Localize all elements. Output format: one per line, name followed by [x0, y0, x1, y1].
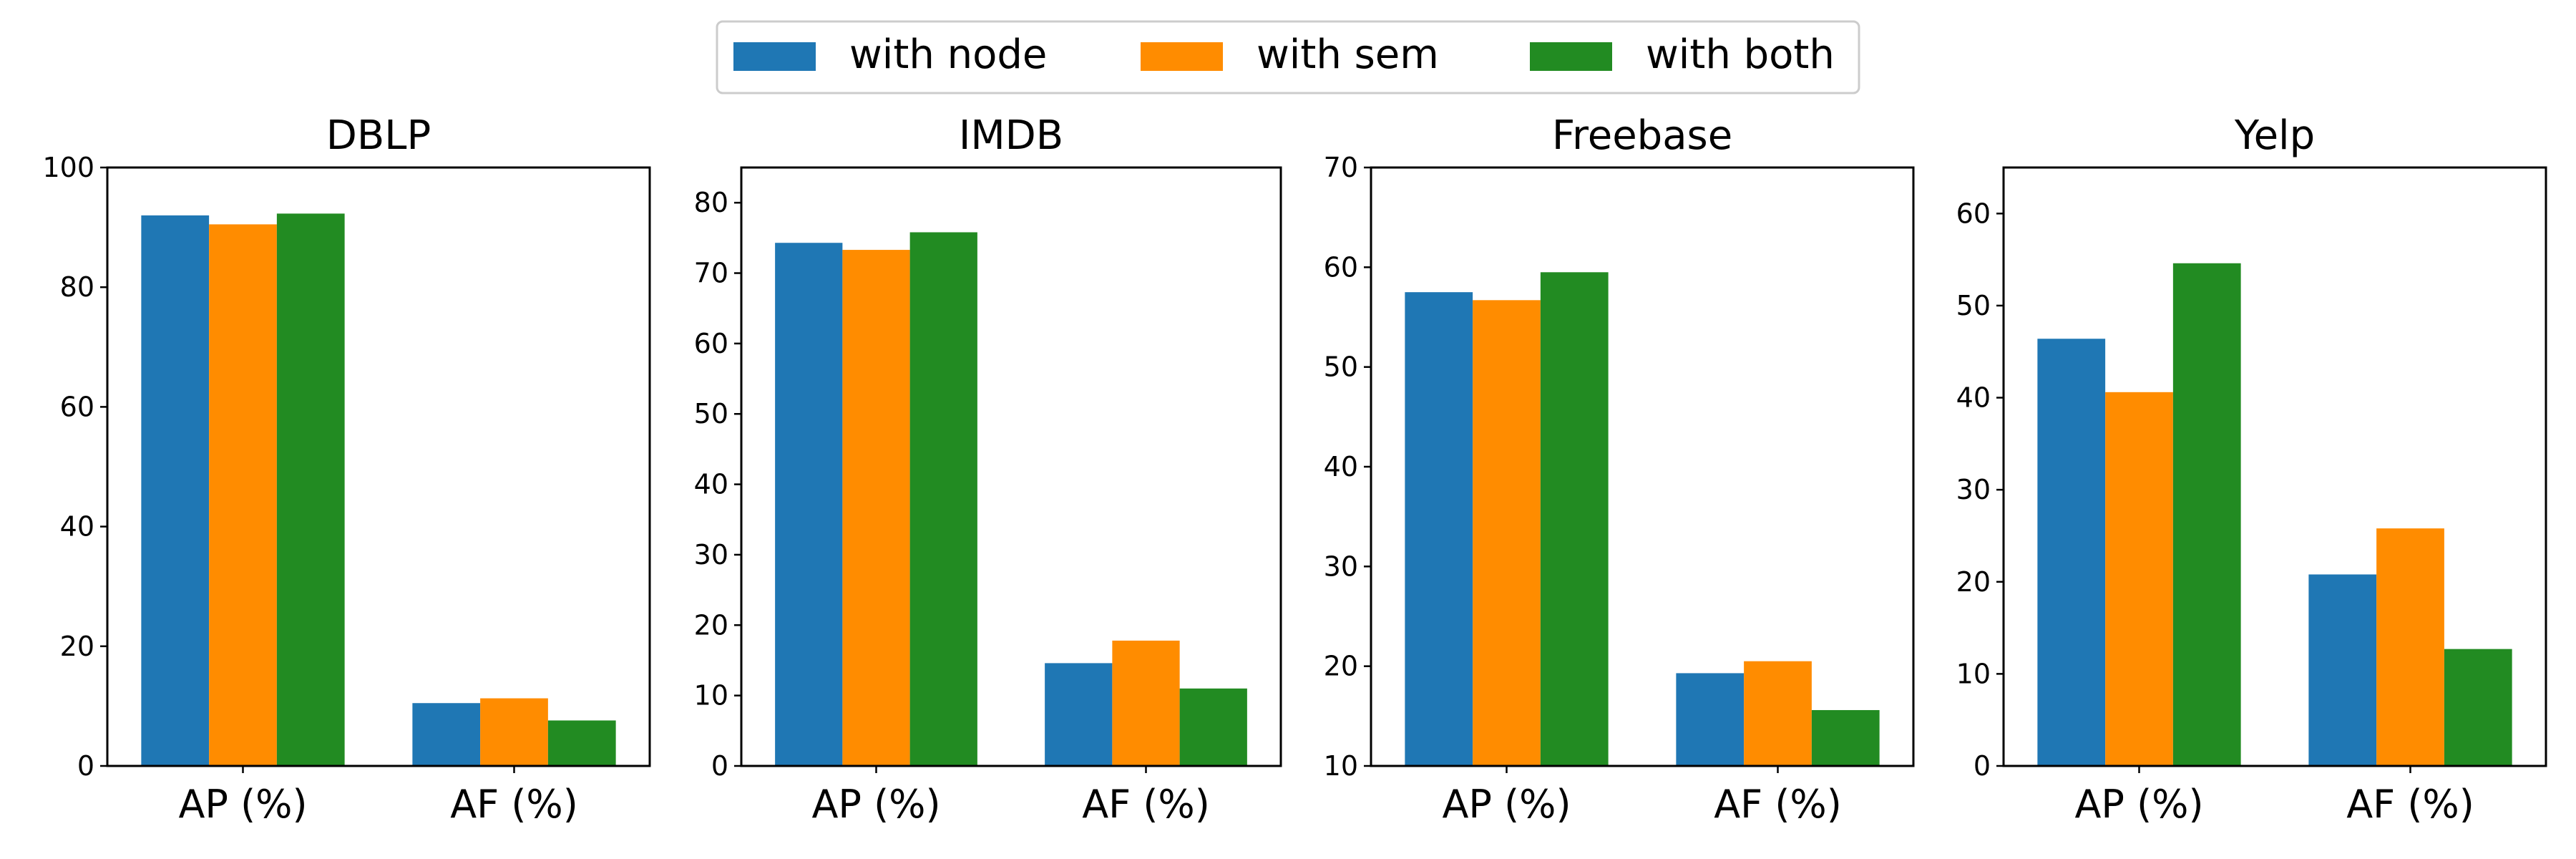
y-tick-label-yelp-40: 40	[1956, 382, 1991, 414]
axes-frame-yelp	[2002, 166, 2547, 767]
y-tick-label-dblp-100: 100	[42, 152, 94, 183]
panel-title-imdb: IMDB	[959, 112, 1063, 159]
bar-imdb-ap-with-node	[775, 243, 843, 766]
y-tick-label-dblp-80: 80	[60, 271, 94, 303]
y-tick-label-freebase-40: 40	[1324, 451, 1358, 482]
panel-dblp: AP (%) AF (%) 0 20 40 60 80 100 DBLP	[42, 112, 651, 827]
y-tick-label-dblp-40: 40	[60, 511, 94, 543]
bar-yelp-af-with-sem	[2376, 528, 2444, 766]
panel-freebase: AP (%) AF (%) 10 20 30 40 50 60 70 Freebase	[1324, 112, 1915, 827]
legend-swatch-with-both	[1530, 42, 1612, 71]
legend-label-with-both: with both	[1646, 31, 1835, 78]
x-tick-label-imdb-af: AF (%)	[1082, 782, 1210, 827]
bar-dblp-ap-with-both	[276, 213, 345, 766]
bar-yelp-ap-with-node	[2037, 339, 2106, 766]
bar-freebase-af-with-node	[1676, 673, 1745, 766]
y-tick-label-imdb-80: 80	[694, 187, 728, 218]
x-tick-label-yelp-ap: AP (%)	[2074, 782, 2203, 827]
y-tick-label-imdb-70: 70	[694, 258, 728, 289]
legend-swatch-with-sem	[1141, 42, 1223, 71]
y-tick-label-freebase-10: 10	[1324, 750, 1358, 782]
y-tick-label-freebase-50: 50	[1324, 351, 1358, 383]
x-tick-label-freebase-af: AF (%)	[1714, 782, 1842, 827]
x-tick-label-dblp-ap: AP (%)	[178, 782, 307, 827]
y-tick-label-yelp-30: 30	[1956, 474, 1991, 505]
y-tick-label-freebase-20: 20	[1324, 651, 1358, 682]
y-tick-label-dblp-0: 0	[77, 750, 94, 782]
y-tick-label-yelp-10: 10	[1956, 658, 1991, 689]
x-tick-label-yelp-af: AF (%)	[2346, 782, 2474, 827]
y-tick-label-imdb-30: 30	[694, 539, 728, 571]
bar-freebase-ap-with-node	[1405, 292, 1473, 767]
bar-dblp-ap-with-node	[141, 215, 210, 766]
bar-freebase-af-with-both	[1811, 709, 1880, 766]
y-tick-label-freebase-60: 60	[1324, 251, 1358, 283]
axes-frame-imdb	[740, 166, 1282, 767]
y-tick-label-imdb-50: 50	[694, 398, 728, 430]
bar-imdb-ap-with-sem	[842, 250, 910, 766]
panel-title-dblp: DBLP	[326, 112, 431, 159]
y-tick-label-yelp-50: 50	[1956, 290, 1991, 321]
panel-yelp: AP (%) AF (%) 0 10 20 30 40 50 60 Yelp	[1956, 112, 2547, 827]
legend: with node with sem with both	[716, 20, 1860, 94]
bar-imdb-ap-with-both	[909, 232, 977, 766]
y-tick-label-imdb-20: 20	[694, 609, 728, 641]
x-tick-label-dblp-af: AF (%)	[450, 782, 578, 827]
legend-label-with-node: with node	[849, 31, 1047, 78]
axes-frame-dblp	[106, 166, 651, 767]
bar-imdb-af-with-both	[1179, 688, 1247, 766]
bar-yelp-ap-with-both	[2172, 263, 2241, 766]
y-tick-label-yelp-0: 0	[1974, 750, 1991, 782]
bar-freebase-ap-with-both	[1540, 272, 1609, 766]
x-tick-label-imdb-ap: AP (%)	[811, 782, 940, 827]
legend-frame	[716, 20, 1860, 94]
y-tick-label-yelp-60: 60	[1956, 198, 1991, 229]
y-tick-label-imdb-0: 0	[711, 750, 728, 782]
bar-imdb-af-with-node	[1045, 663, 1113, 766]
y-tick-label-freebase-30: 30	[1324, 550, 1358, 582]
panel-title-freebase: Freebase	[1552, 112, 1732, 159]
y-tick-label-imdb-40: 40	[694, 469, 728, 500]
bar-dblp-af-with-node	[412, 703, 481, 766]
y-tick-label-freebase-70: 70	[1324, 152, 1358, 183]
y-tick-label-dblp-60: 60	[60, 391, 94, 422]
y-tick-label-dblp-20: 20	[60, 631, 94, 662]
bar-dblp-af-with-both	[547, 720, 616, 766]
y-tick-label-imdb-60: 60	[694, 328, 728, 359]
bar-imdb-af-with-sem	[1112, 640, 1180, 766]
legend-label-with-sem: with sem	[1257, 31, 1439, 78]
bar-yelp-af-with-node	[2308, 574, 2377, 766]
y-tick-label-imdb-10: 10	[694, 680, 728, 712]
bar-dblp-af-with-sem	[480, 698, 548, 766]
panel-imdb: AP (%) AF (%) 0 10 20 30 40 50 60 70 80 IMDB	[694, 112, 1282, 827]
bar-freebase-ap-with-sem	[1473, 300, 1541, 766]
x-tick-label-freebase-ap: AP (%)	[1442, 782, 1571, 827]
y-tick-label-yelp-20: 20	[1956, 566, 1991, 598]
legend-swatch-with-node	[733, 42, 816, 71]
bar-dblp-ap-with-sem	[209, 224, 277, 766]
bar-freebase-af-with-sem	[1744, 661, 1812, 766]
bar-yelp-af-with-both	[2444, 649, 2512, 766]
panel-title-yelp: Yelp	[2234, 112, 2315, 159]
bar-yelp-ap-with-sem	[2105, 392, 2173, 766]
